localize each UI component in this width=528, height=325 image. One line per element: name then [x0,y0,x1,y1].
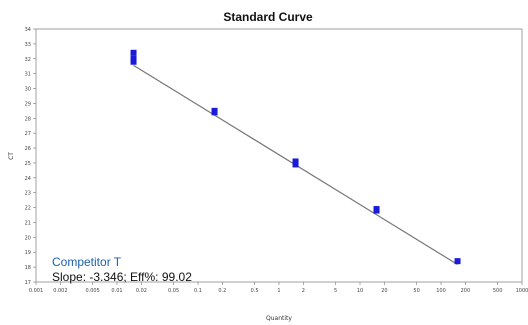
x-tick-label: 50 [413,288,419,294]
x-tick-label: 0.005 [85,288,99,294]
data-point [454,258,461,265]
x-tick-label: 5 [334,288,337,294]
x-tick-label: 20 [381,288,387,294]
y-tick-label: 27 [25,131,31,137]
y-tick-label: 33 [25,42,31,48]
y-tick-label: 25 [25,161,31,167]
data-point [130,49,137,56]
y-tick-label: 18 [25,265,31,271]
x-tick-label: 200 [461,288,471,294]
y-tick-label: 30 [25,87,31,93]
x-tick-label: 0.1 [194,288,202,294]
x-tick-label: 100 [436,288,446,294]
y-tick-label: 21 [25,220,31,226]
plot-area [35,28,523,283]
x-tick-label: 1 [277,288,280,294]
y-axis-label: CT [8,152,15,160]
x-tick-label: 0.001 [29,288,43,294]
data-point [130,58,137,65]
y-axis: 17 18 19 20 21 22 23 24 25 26 27 28 29 30 31 32 33 34 [25,27,36,286]
x-axis-label: Quantity [266,315,292,322]
chart-title: Standard Curve [223,10,313,24]
y-tick-label: 23 [25,191,31,197]
annotation-series-name: Competitor T [52,255,122,269]
data-point [211,107,218,114]
data-point [373,206,380,213]
y-tick-label: 34 [25,27,31,33]
y-tick-label: 24 [25,176,31,182]
x-tick-label: 1000 [516,288,528,294]
x-tick-label: 500 [493,288,503,294]
data-point [292,158,299,165]
data-points [130,49,461,265]
x-axis: 0.001 0.002 0.005 0.01 0.02 0.05 0.1 0.2 0.5 1 2 5 1… [29,282,528,294]
y-tick-label: 22 [25,206,31,212]
x-tick-label: 0.02 [136,288,147,294]
x-tick-label: 0.5 [251,288,259,294]
y-tick-label: 28 [25,116,31,122]
x-tick-label: 10 [357,288,363,294]
x-tick-label: 0.01 [111,288,122,294]
x-tick-label: 0.05 [168,288,179,294]
y-tick-label: 20 [25,235,31,241]
x-tick-label: 2 [302,288,305,294]
y-tick-label: 19 [25,250,31,256]
x-tick-label: 0.002 [53,288,67,294]
y-tick-label: 29 [25,101,31,107]
y-tick-label: 32 [25,57,31,63]
y-tick-label: 26 [25,146,31,152]
annotation-slope-efficiency: Slope: -3.346; Eff%: 99.02 [52,270,192,284]
x-tick-label: 0.2 [218,288,226,294]
y-tick-label: 31 [25,72,31,78]
y-tick-label: 17 [25,280,31,286]
